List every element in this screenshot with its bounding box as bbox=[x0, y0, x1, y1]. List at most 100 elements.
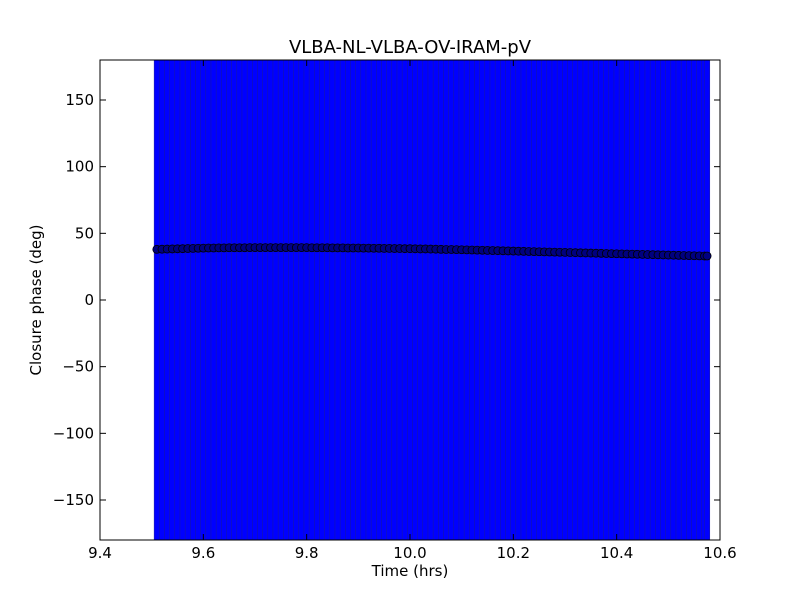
error-bar bbox=[598, 59, 605, 541]
error-bar bbox=[401, 59, 408, 541]
error-bar bbox=[345, 59, 351, 541]
chart-title: VLBA-NL-VLBA-OV-IRAM-pV bbox=[289, 37, 532, 58]
error-bar bbox=[438, 59, 444, 541]
error-bar bbox=[370, 59, 377, 541]
error-bar bbox=[257, 59, 264, 541]
error-bar bbox=[236, 59, 243, 541]
error-bar bbox=[608, 59, 615, 541]
error-bar bbox=[541, 59, 548, 541]
error-bar bbox=[241, 59, 248, 541]
error-bar bbox=[381, 59, 388, 541]
error-bar bbox=[500, 59, 506, 541]
y-axis-ticks: 150 100 50 0 −50 −100 −150 bbox=[53, 91, 720, 509]
error-bar bbox=[639, 59, 646, 541]
error-bar bbox=[195, 59, 202, 541]
error-bar bbox=[174, 59, 181, 541]
error-bar bbox=[593, 59, 599, 541]
error-bar bbox=[190, 59, 196, 541]
error-bar bbox=[572, 59, 579, 541]
error-bar bbox=[536, 59, 543, 541]
error-bar bbox=[365, 59, 372, 541]
error-bar bbox=[159, 59, 165, 541]
error-bar bbox=[546, 59, 553, 541]
error-bar bbox=[319, 59, 326, 541]
error-bar bbox=[231, 59, 238, 541]
x-tick-label: 10.2 bbox=[497, 544, 530, 562]
error-bar bbox=[479, 59, 486, 541]
error-bar bbox=[396, 59, 403, 541]
error-bar bbox=[303, 59, 310, 541]
error-bar bbox=[308, 59, 315, 541]
error-bar bbox=[551, 59, 558, 541]
error-bar bbox=[474, 59, 481, 541]
x-tick-label: 9.8 bbox=[295, 544, 319, 562]
y-tick-label: 50 bbox=[75, 224, 94, 242]
error-bar bbox=[324, 59, 331, 541]
y-tick-label: −150 bbox=[53, 491, 94, 509]
error-bar bbox=[215, 59, 222, 541]
x-tick-label: 10.4 bbox=[600, 544, 633, 562]
error-bar bbox=[562, 59, 568, 541]
error-bar bbox=[360, 59, 367, 541]
x-tick-label: 9.6 bbox=[191, 544, 215, 562]
error-bar bbox=[288, 59, 295, 541]
error-bar bbox=[226, 59, 233, 541]
data-markers bbox=[152, 243, 712, 261]
error-bar bbox=[184, 59, 191, 541]
error-bar bbox=[205, 59, 212, 541]
error-bar bbox=[463, 59, 470, 541]
error-bar bbox=[665, 59, 672, 541]
error-bar bbox=[691, 59, 698, 541]
error-bar bbox=[252, 59, 258, 541]
error-bar bbox=[355, 59, 362, 541]
error-bar bbox=[422, 59, 429, 541]
error-bar bbox=[453, 59, 460, 541]
error-bar bbox=[314, 59, 320, 541]
error-bar bbox=[391, 59, 398, 541]
error-bar bbox=[272, 59, 279, 541]
error-bar bbox=[412, 59, 419, 541]
data-point bbox=[702, 251, 712, 261]
error-bar bbox=[696, 59, 703, 541]
error-bar bbox=[670, 59, 677, 541]
error-bar bbox=[686, 59, 692, 541]
y-tick-label: 150 bbox=[65, 91, 94, 109]
error-bar bbox=[618, 59, 625, 541]
x-axis-ticks: 9.4 9.6 9.8 10.0 10.2 10.4 10.6 bbox=[88, 60, 737, 562]
error-bar bbox=[210, 59, 217, 541]
error-bar bbox=[649, 59, 656, 541]
error-bar bbox=[339, 59, 346, 541]
y-tick-label: −50 bbox=[62, 358, 94, 376]
error-bar bbox=[458, 59, 465, 541]
y-axis-label: Closure phase (deg) bbox=[27, 225, 45, 376]
error-bar bbox=[531, 59, 537, 541]
x-axis-label: Time (hrs) bbox=[371, 562, 449, 580]
error-bar bbox=[427, 59, 434, 541]
error-bar bbox=[644, 59, 651, 541]
error-bar bbox=[448, 59, 455, 541]
error-bar bbox=[179, 59, 186, 541]
error-bar bbox=[164, 59, 171, 541]
error-bar bbox=[283, 59, 289, 541]
error-bar bbox=[376, 59, 382, 541]
error-bar bbox=[350, 59, 357, 541]
error-bar bbox=[334, 59, 341, 541]
error-bar bbox=[417, 59, 424, 541]
error-bar bbox=[407, 59, 413, 541]
error-bar bbox=[624, 59, 630, 541]
error-bar bbox=[293, 59, 300, 541]
error-bar bbox=[169, 59, 176, 541]
error-bar bbox=[675, 59, 682, 541]
error-bar bbox=[556, 59, 563, 541]
error-bar bbox=[443, 59, 450, 541]
error-bar bbox=[603, 59, 610, 541]
error-bar bbox=[582, 59, 589, 541]
error-bar bbox=[613, 59, 620, 541]
error-bar bbox=[277, 59, 284, 541]
error-bar bbox=[634, 59, 641, 541]
error-bar bbox=[494, 59, 501, 541]
y-tick-label: 0 bbox=[84, 291, 94, 309]
error-bar bbox=[484, 59, 491, 541]
error-bar bbox=[567, 59, 574, 541]
